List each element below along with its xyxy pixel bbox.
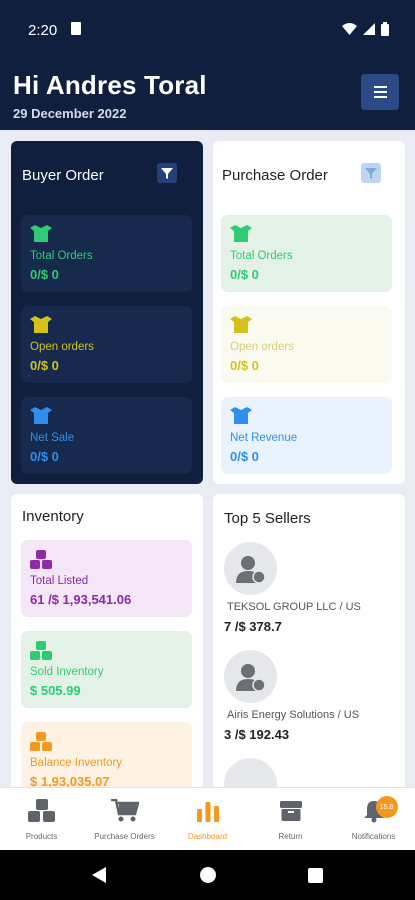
nav-notifications[interactable]: 15.8 Notifications <box>332 788 415 851</box>
nav-return[interactable]: Return <box>249 788 332 851</box>
header-date: 29 December 2022 <box>13 106 127 121</box>
buyer-net-sale-tile[interactable]: Net Sale 0/$ 0 <box>21 397 192 474</box>
boxes-icon <box>30 732 52 751</box>
tile-label: Open orders <box>30 341 94 353</box>
buyer-order-filter-button[interactable] <box>157 163 177 183</box>
boxes-icon <box>30 550 52 569</box>
seller-avatar <box>224 542 277 595</box>
tile-label: Net Revenue <box>230 432 298 444</box>
nav-label: Return <box>278 832 303 841</box>
buyer-order-card: Buyer Order Total Orders 0/$ 0 Open orde… <box>11 141 203 484</box>
purchase-order-filter-button[interactable] <box>361 163 381 183</box>
inventory-title: Inventory <box>22 508 84 525</box>
boxes-icon <box>30 641 52 660</box>
purchase-open-orders-tile[interactable]: Open orders 0/$ 0 <box>221 306 392 383</box>
seller-value: 7 /$ 378.7 <box>224 619 282 634</box>
tile-label: Total Orders <box>230 250 293 262</box>
battery-icon <box>381 22 389 36</box>
user-money-icon <box>235 555 266 583</box>
menu-button[interactable] <box>361 74 399 110</box>
tile-value: 0/$ 0 <box>30 449 59 464</box>
buyer-total-orders-tile[interactable]: Total Orders 0/$ 0 <box>21 215 192 292</box>
seller-value: 3 /$ 192.43 <box>224 727 290 742</box>
tile-value: 0/$ 0 <box>30 358 59 373</box>
nav-products[interactable]: Products <box>0 788 83 851</box>
box-icon <box>30 225 52 242</box>
seller-name: TEKSOL GROUP LLC / US <box>227 601 361 613</box>
tile-label: Sold Inventory <box>30 666 104 678</box>
box-icon <box>279 801 302 821</box>
box-icon <box>230 225 252 242</box>
bar-chart-icon <box>196 802 219 822</box>
user-money-icon <box>235 663 266 691</box>
tile-value: $ 505.99 <box>30 683 81 698</box>
back-icon[interactable] <box>92 867 106 883</box>
filter-icon <box>365 167 377 179</box>
status-bar: 2:20 <box>0 0 415 60</box>
balance-inventory-tile[interactable]: Balance Inventory $ 1,93,035.07 <box>21 722 192 794</box>
nav-label: Purchase Orders <box>94 832 155 841</box>
nav-dashboard[interactable]: Dashboard <box>166 788 249 851</box>
tile-value: 0/$ 0 <box>30 267 59 282</box>
tile-label: Open orders <box>230 341 294 353</box>
status-icons <box>342 22 389 36</box>
home-icon[interactable] <box>200 867 216 883</box>
purchase-net-revenue-tile[interactable]: Net Revenue 0/$ 0 <box>221 397 392 474</box>
signal-icon <box>363 23 375 35</box>
tile-label: Balance Inventory <box>30 757 123 769</box>
tile-value: 0/$ 0 <box>230 449 259 464</box>
box-icon <box>230 407 252 424</box>
seller-avatar <box>224 650 277 703</box>
status-time: 2:20 <box>28 22 58 39</box>
wifi-icon <box>342 23 357 35</box>
seller-name: Airis Energy Solutions / US <box>227 709 360 721</box>
purchase-total-orders-tile[interactable]: Total Orders 0/$ 0 <box>221 215 392 292</box>
tile-label: Total Orders <box>30 250 93 262</box>
menu-icon <box>373 86 387 88</box>
box-icon <box>30 407 52 424</box>
tile-label: Total Listed <box>30 575 89 587</box>
header: Hi Andres Toral 29 December 2022 <box>0 60 415 130</box>
nav-label: Products <box>25 832 58 841</box>
system-nav-bar <box>0 850 415 900</box>
tile-label: Net Sale <box>30 432 75 444</box>
purchase-order-card: Purchase Order Total Orders 0/$ 0 Open o… <box>213 141 405 484</box>
sim-card-icon <box>71 22 81 35</box>
sold-inventory-tile[interactable]: Sold Inventory $ 505.99 <box>21 631 192 708</box>
top-sellers-card: Top 5 Sellers TEKSOL GROUP LLC / US 7 /$… <box>213 494 405 794</box>
box-icon <box>30 316 52 333</box>
buyer-order-title: Buyer Order <box>22 167 104 184</box>
bottom-nav: Products Purchase Orders Dashboard Retur… <box>0 787 415 850</box>
box-icon <box>230 316 252 333</box>
notification-badge: 15.8 <box>375 796 398 818</box>
boxes-icon <box>27 799 55 822</box>
total-listed-tile[interactable]: Total Listed 61 /$ 1,93,541.06 <box>21 540 192 617</box>
top-sellers-title: Top 5 Sellers <box>224 510 311 527</box>
cart-icon <box>110 799 139 822</box>
nav-label: Notifications <box>351 832 396 841</box>
tile-value: 61 /$ 1,93,541.06 <box>30 592 132 607</box>
greeting: Hi Andres Toral <box>13 70 207 100</box>
recents-icon[interactable] <box>308 868 323 883</box>
inventory-card: Inventory Total Listed 61 /$ 1,93,541.06… <box>11 494 203 794</box>
nav-label: Dashboard <box>187 832 228 841</box>
purchase-order-title: Purchase Order <box>222 167 328 184</box>
nav-purchase-orders[interactable]: Purchase Orders <box>83 788 166 851</box>
buyer-open-orders-tile[interactable]: Open orders 0/$ 0 <box>21 306 192 383</box>
tile-value: 0/$ 0 <box>230 267 259 282</box>
tile-value: $ 1,93,035.07 <box>30 774 110 789</box>
tile-value: 0/$ 0 <box>230 358 259 373</box>
filter-icon <box>161 167 173 179</box>
